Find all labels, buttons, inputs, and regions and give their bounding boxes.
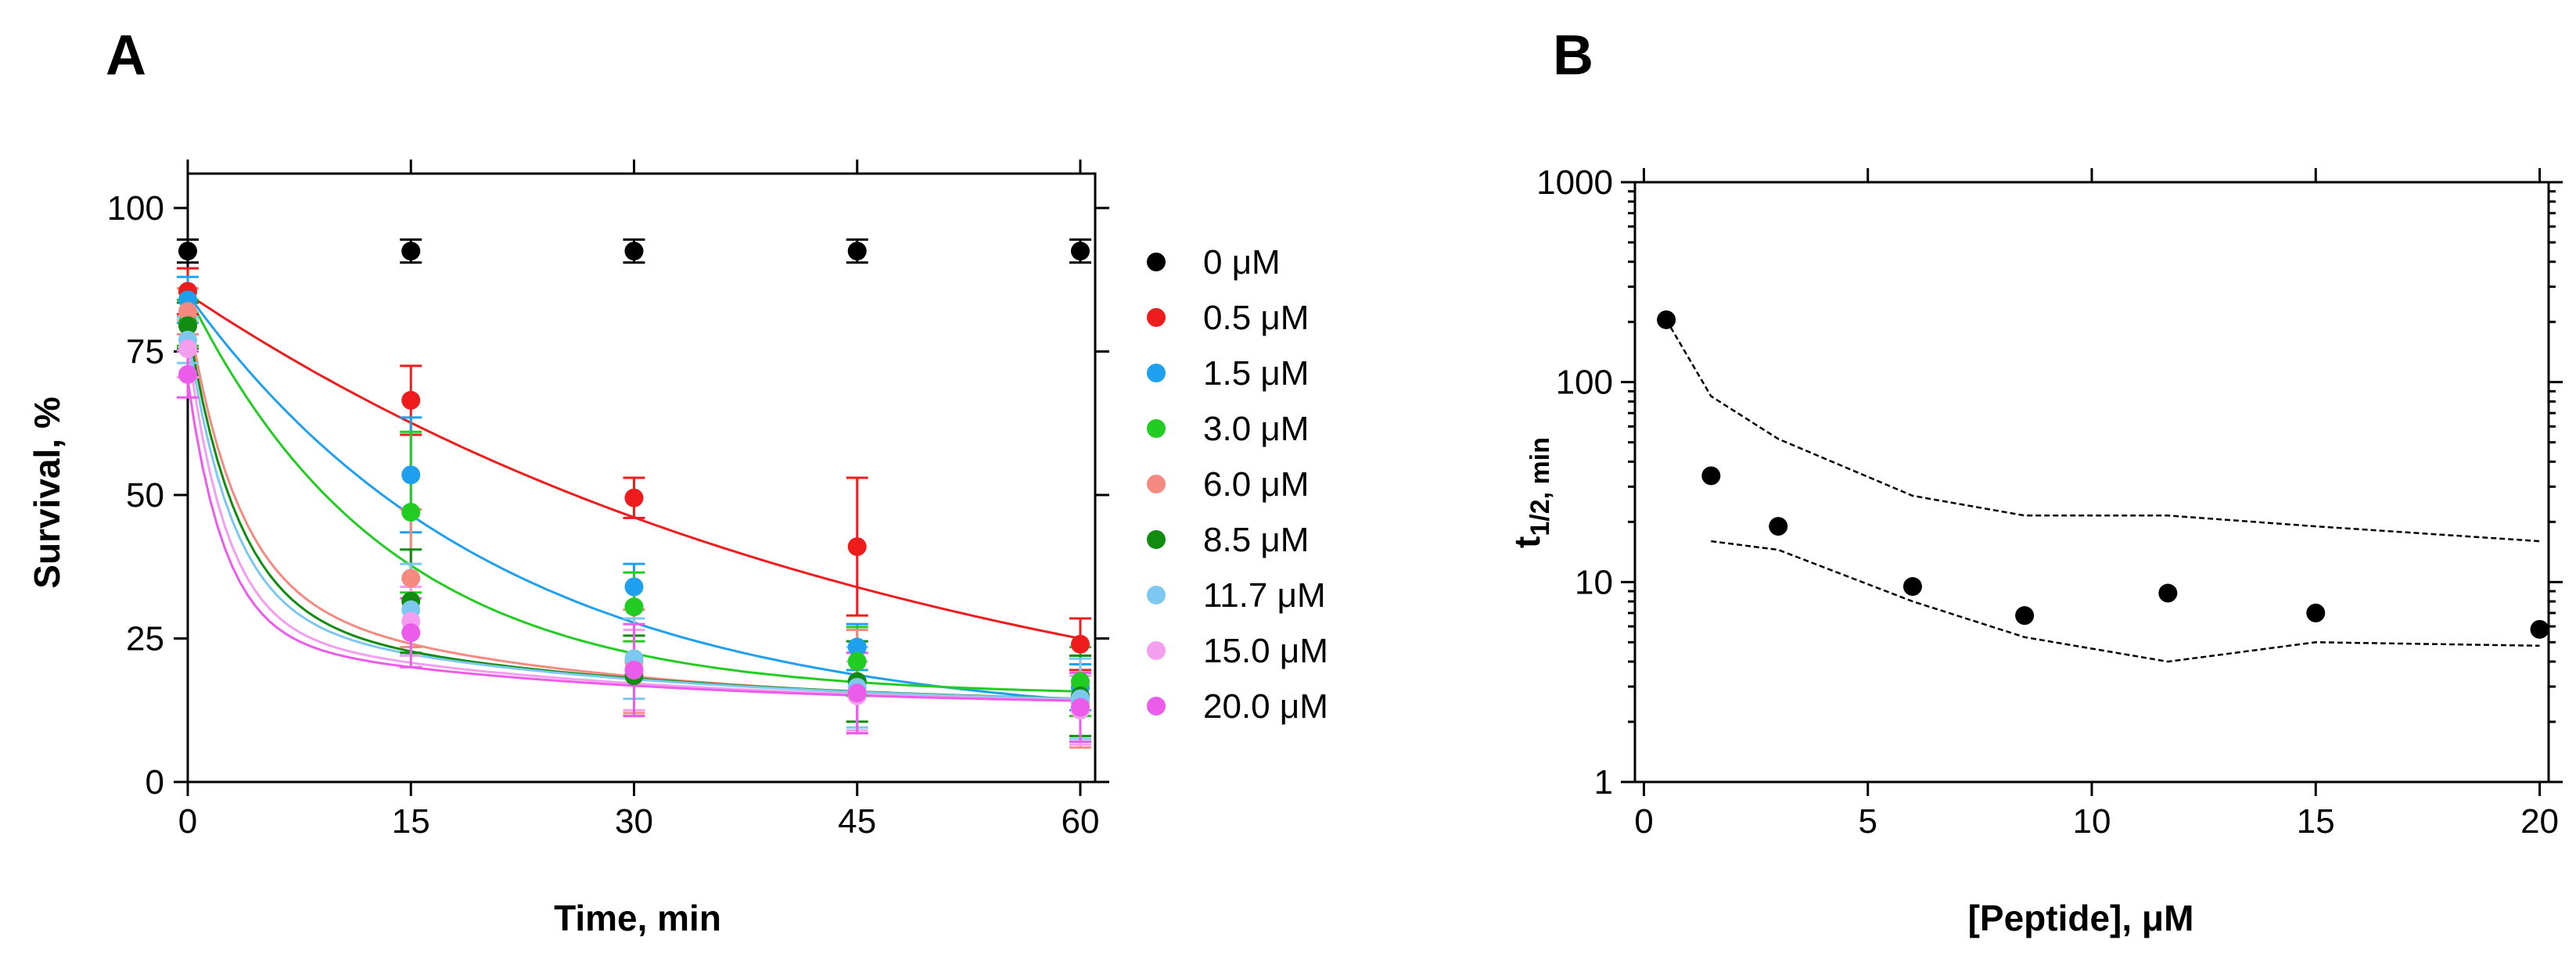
panel-a-data-point	[624, 242, 644, 261]
panel-a-data-point	[624, 597, 644, 617]
panel-a-data-point	[847, 637, 867, 657]
panel-b-x-tick-label: 5	[1858, 802, 1877, 841]
panel-b-data-point	[1902, 577, 1922, 597]
panel-a-y-tick-label: 25	[126, 620, 164, 658]
panel-a-data-point	[1070, 698, 1090, 717]
panel-a-data-point	[178, 302, 197, 321]
panel-a-legend-label: 8.5 μM	[1203, 521, 1309, 559]
panel-a-y-tick-label: 0	[146, 763, 164, 802]
panel-a-legend-marker	[1147, 308, 1166, 327]
panel-a-y-tick-label: 50	[126, 476, 164, 515]
panel-a-data-point	[847, 683, 867, 703]
panel-a-data-point	[401, 242, 421, 261]
panel-a-legend-label: 15.0 μM	[1203, 632, 1328, 670]
panel-b-x-tick-label: 10	[2073, 802, 2111, 841]
panel-b-data-point	[2530, 619, 2549, 639]
panel-a-y-axis-title: Survival, %	[27, 396, 67, 588]
panel-a-x-tick-label: 60	[1062, 802, 1100, 841]
panel-b-data-point	[1657, 310, 1676, 329]
panel-a-data-point	[178, 316, 197, 335]
panel-a-legend-marker	[1147, 530, 1166, 549]
panel-a-legend: 0 μM 0.5 μM 1.5 μM 3.0 μM 6.0 μM 8.5 μM 11.7 μ…	[1147, 243, 1328, 726]
panel-b-lower-confidence-line	[1711, 540, 2540, 663]
panel-b-data-point	[2015, 606, 2035, 626]
panel-b-x-tick-label: 0	[1634, 802, 1653, 841]
panel-a-x-tick-label: 15	[392, 802, 430, 841]
panel-b-plot: 0 5 10 15 20 1 10 100 1000	[1536, 163, 2563, 841]
panel-b-x-tick-label: 20	[2520, 802, 2559, 841]
panel-b-data-point	[2158, 583, 2178, 603]
panel-a-data-point	[401, 503, 421, 522]
panel-a-data-point	[401, 465, 421, 485]
panel-b-y-tick-label: 1	[1594, 763, 1613, 802]
panel-a-x-axis-title: Time, min	[554, 898, 721, 938]
panel-a-letter: A	[106, 24, 146, 87]
panel-a-x-tick-label: 30	[615, 802, 653, 841]
panel-a-data-point	[624, 577, 644, 597]
panel-a-data-point	[178, 242, 197, 261]
panel-b-upper-confidence-line	[1665, 319, 2540, 543]
panel-a-y-tick-label: 75	[126, 333, 164, 371]
panel-a-legend-label: 1.5 μM	[1203, 354, 1309, 393]
panel-a-data-point	[1070, 672, 1090, 691]
panel-a-legend-label: 11.7 μM	[1203, 576, 1326, 615]
panel-b-data-point	[2306, 603, 2326, 622]
panel-a-legend-marker	[1147, 253, 1166, 271]
panel-b-y-tick-label: 1000	[1536, 163, 1613, 202]
panel-a-legend-label: 0.5 μM	[1203, 299, 1309, 337]
panel-b-x-axis-title: [Peptide], μM	[1968, 898, 2194, 938]
panel-a-legend-label: 0 μM	[1203, 243, 1281, 282]
panel-a-data-point	[178, 339, 197, 358]
panel-a-data-point	[401, 390, 421, 410]
panel-a: A 0 15 30 45 60 0 25 50 75 100 Time, min Survival…	[27, 24, 1328, 938]
panel-a-x-tick-label: 45	[838, 802, 876, 841]
panel-a-legend-marker	[1147, 364, 1166, 382]
panel-a-legend-label: 20.0 μM	[1203, 687, 1328, 726]
panel-a-y-tick-label: 100	[107, 189, 164, 228]
panel-a-legend-label: 3.0 μM	[1203, 410, 1309, 448]
panel-a-plot-frame	[186, 172, 1097, 784]
panel-a-legend-marker	[1147, 641, 1166, 660]
panel-a-data-point	[178, 364, 197, 384]
panel-a-data-point	[847, 651, 867, 671]
panel-b-data-point	[1769, 517, 1788, 536]
panel-b-y-tick-label: 100	[1556, 364, 1613, 402]
panel-a-data-point	[847, 242, 867, 261]
panel-a-legend-label: 6.0 μM	[1203, 465, 1309, 504]
panel-b-y-axis-title-main: t	[1507, 536, 1547, 548]
panel-b: B 0 5 10 15 20 1 10 100 1000 [Peptide], μM t1/2,…	[1507, 24, 2563, 938]
panel-b-x-tick-label: 15	[2297, 802, 2335, 841]
panel-a-legend-marker	[1147, 586, 1166, 604]
panel-a-legend-marker	[1147, 697, 1166, 716]
panel-b-data-point	[1701, 466, 1721, 486]
panel-b-y-axis-title: t1/2, min	[1507, 437, 1555, 548]
panel-a-data-point	[1070, 634, 1090, 654]
panel-a-data-point	[624, 660, 644, 680]
panel-b-y-tick-label: 10	[1575, 563, 1613, 601]
panel-a-legend-marker	[1147, 419, 1166, 438]
panel-a-data-point	[401, 623, 421, 643]
panel-b-y-axis-title-subscript: 1/2, min	[1525, 437, 1555, 536]
panel-b-letter: B	[1553, 24, 1593, 87]
panel-a-legend-marker	[1147, 475, 1166, 493]
panel-a-data-point	[401, 568, 421, 588]
panel-a-data-point	[847, 537, 867, 557]
panel-a-x-tick-label: 0	[178, 802, 197, 841]
panel-a-plot: 0 15 30 45 60 0 25 50 75 100	[107, 160, 1109, 841]
panel-a-data-point	[624, 488, 644, 507]
panel-a-data-point	[1070, 242, 1090, 261]
panel-b-plot-frame	[1633, 181, 2550, 784]
